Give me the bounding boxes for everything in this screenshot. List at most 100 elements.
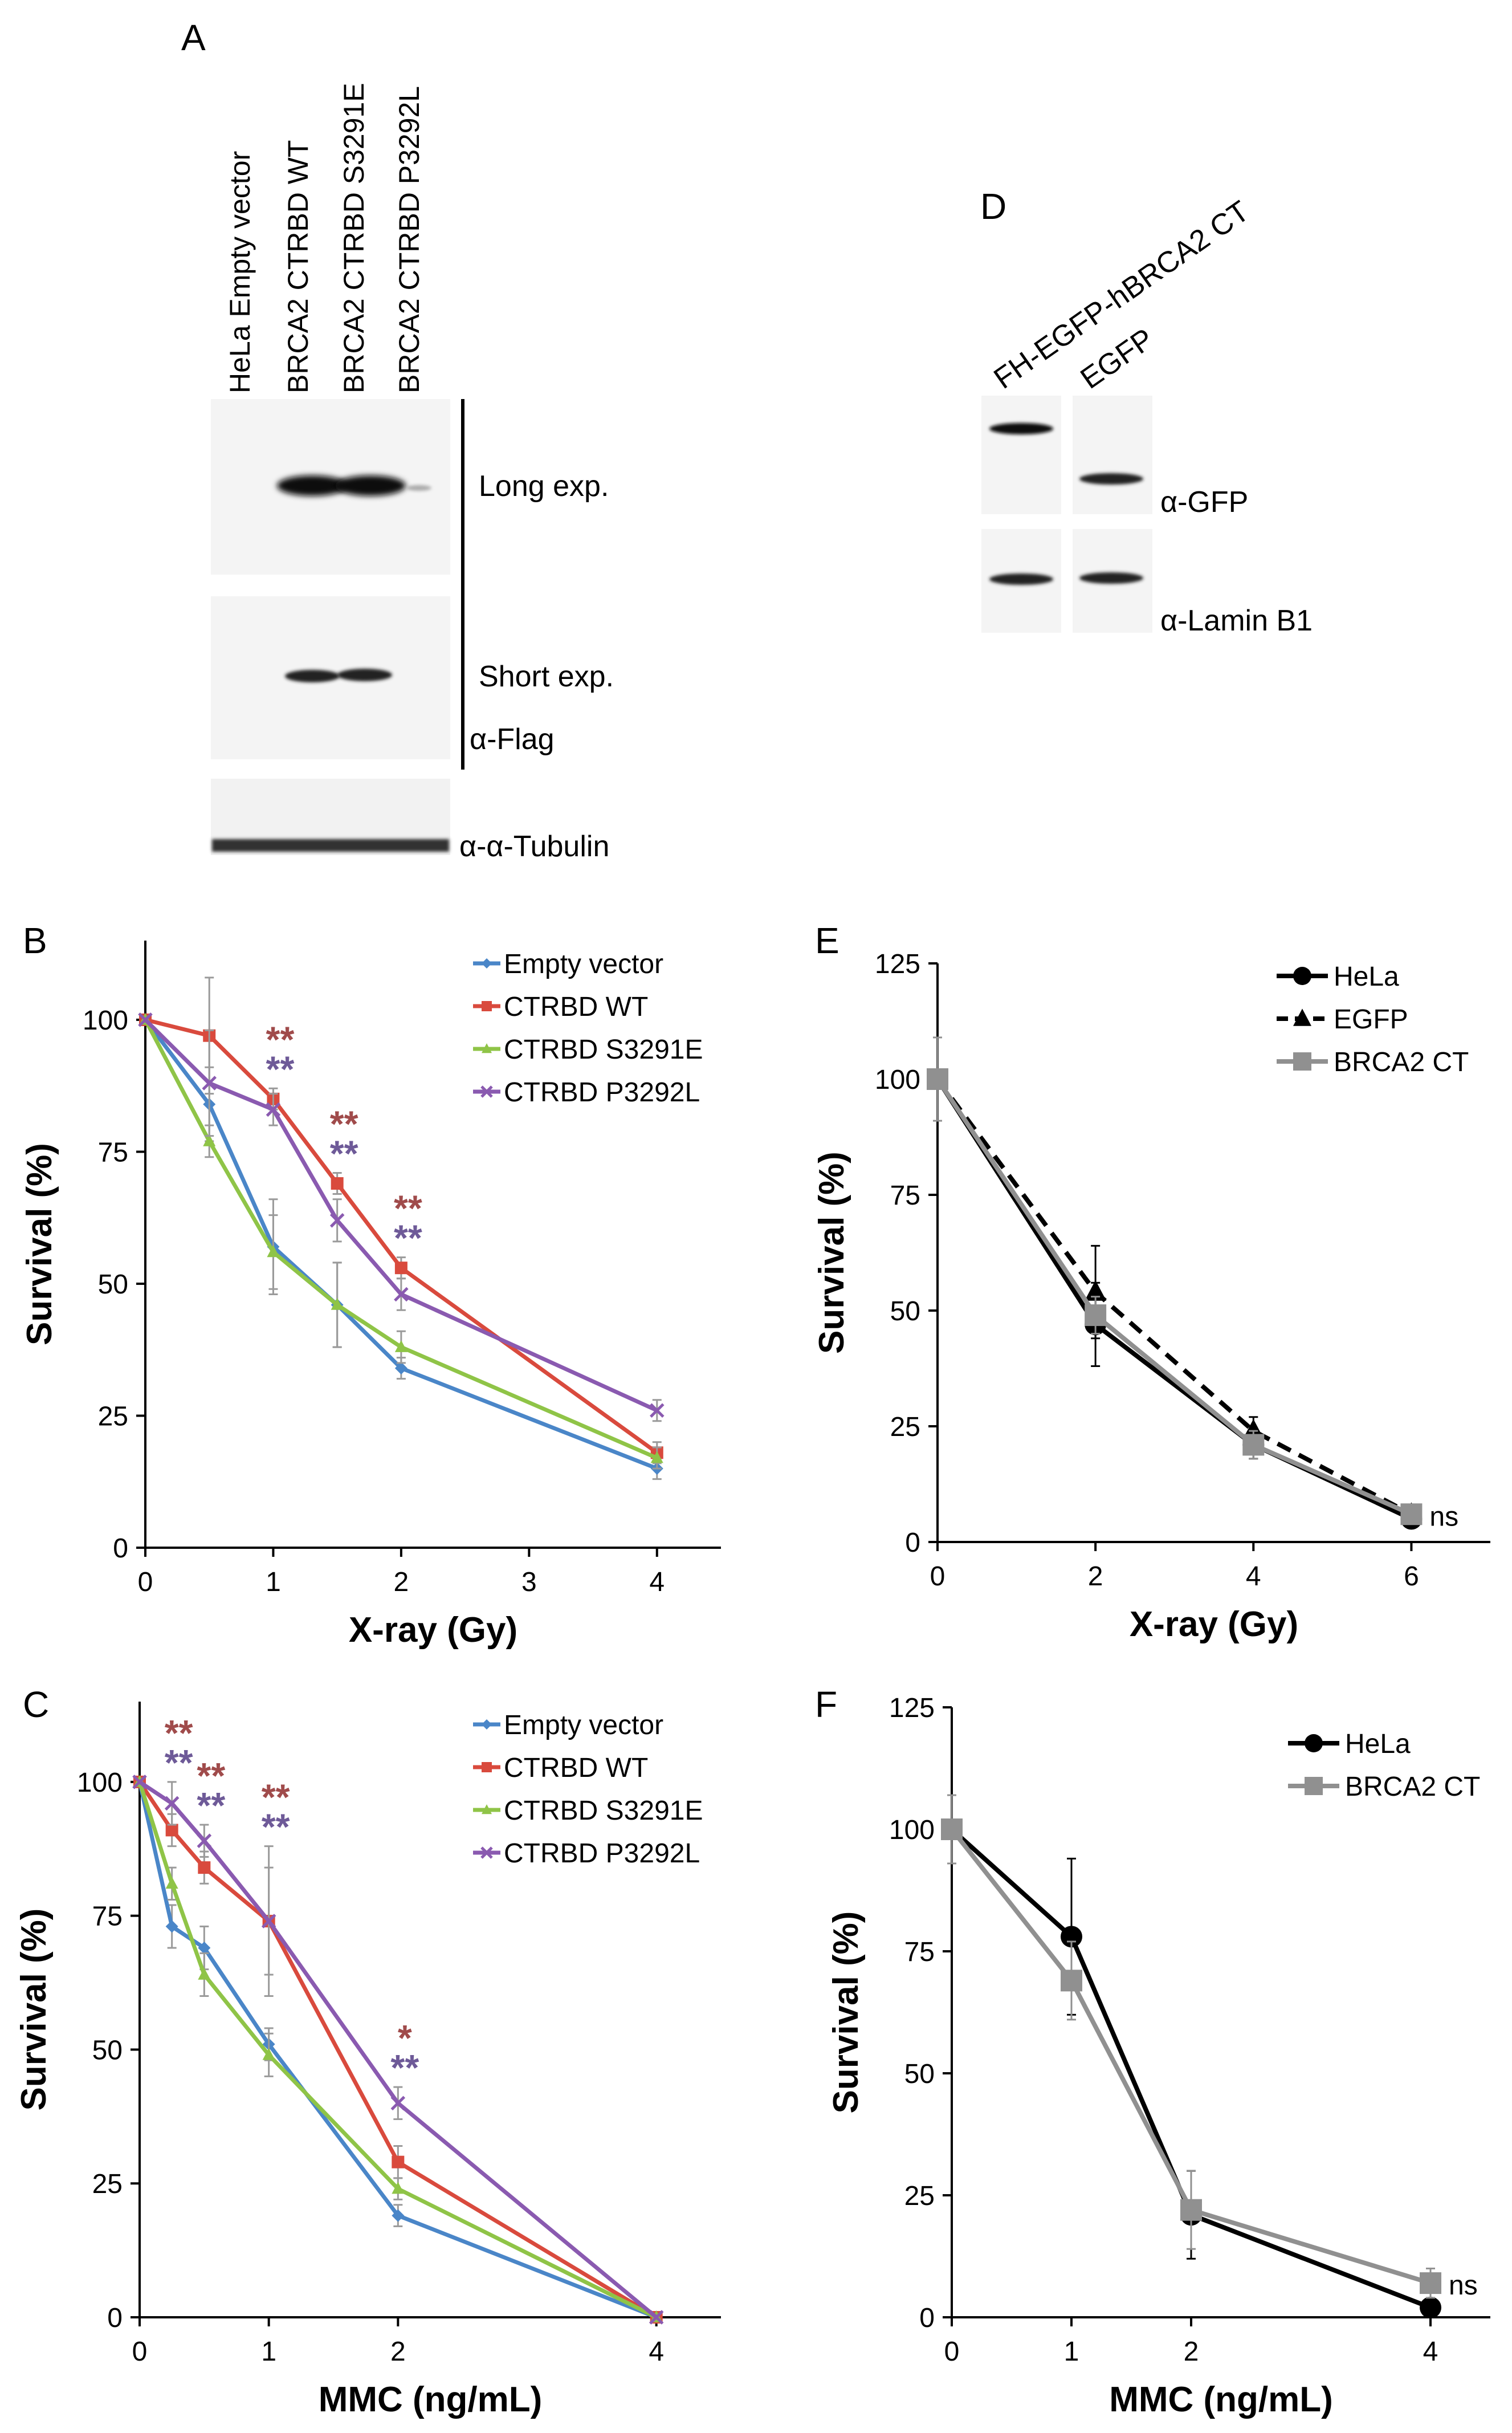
band-long-s3291e [335,475,406,496]
legend-marker [482,1043,492,1053]
band-label-gfp: α-GFP [1160,486,1248,519]
legend-marker [482,958,492,969]
y-tick-label: 0 [107,2303,123,2333]
data-point [198,1967,211,1980]
series-line [935,1077,1413,1516]
y-tick-label: 0 [905,1528,920,1558]
y-tick-label: 125 [875,949,920,979]
x-axis-label: MMC (ng/mL) [1109,2380,1333,2419]
data-point [394,1262,407,1275]
legend-marker [480,1085,493,1098]
panel-label-a: A [181,17,206,58]
x-tick-label: 1 [261,2337,276,2367]
data-point [1085,1280,1107,1301]
x-tick-label: 6 [1404,1561,1419,1592]
data-point [165,1877,178,1889]
band-gfp-brca2ct [989,423,1053,434]
significance-annotation: ** [266,1048,295,1089]
series-line [137,1781,658,2320]
series-empty-vector: Empty vector [133,1710,663,2324]
data-point [1420,2296,1441,2318]
data-point [650,1403,665,1418]
x-axis-label: MMC (ng/mL) [319,2380,543,2419]
chart-e-xray-survival: E 0 25 50 75 100 125 0 2 4 6 X-ray (Gy) Survival (%)… [812,920,1490,1644]
data-point [1420,2272,1441,2294]
data-point [165,1920,178,1933]
significance-annotation: ** [394,1188,422,1229]
x-axis-label: X-ray (Gy) [349,1610,517,1650]
lane-label-ctrbd-wt: BRCA2 CTRBD WT [282,140,314,393]
y-tick-label: 25 [890,1412,920,1442]
series-line [144,1018,658,1471]
y-tick-label: 25 [98,1401,128,1431]
data-point [649,2310,664,2325]
legend-marker [480,1846,493,1859]
data-point [331,1177,344,1190]
series-line [949,1828,1432,2285]
legend-label: BRCA2 CT [1345,1772,1480,1802]
series-ctrbd-s3291e: CTRBD S3291E [139,1012,703,1470]
data-point [1061,1970,1082,1992]
series-line [143,1019,658,1460]
data-point [650,1451,663,1463]
x-tick-label: 4 [1423,2337,1438,2367]
data-point [267,1245,280,1258]
x-tick-label: 2 [1184,2337,1199,2367]
data-point [261,1914,276,1929]
x-tick-label: 3 [521,1567,537,1597]
panel-label: B [23,920,47,961]
x-tick-label: 4 [649,1567,665,1597]
series-brca2-ct: BRCA2 CT [927,1036,1469,1525]
band-label-lamin: α-Lamin B1 [1160,604,1313,637]
x-tick-label: 0 [930,1561,945,1592]
series-line [935,1077,1413,1521]
band-label-short-exp: Short exp. [479,660,614,693]
blot-gfp-lane2 [1073,396,1152,514]
data-point [165,1824,178,1837]
data-point [1085,1304,1107,1327]
series-line [137,1781,657,2320]
legend-label: BRCA2 CT [1334,1047,1469,1077]
x-tick-label: 0 [132,2337,148,2367]
x-axis-label: X-ray (Gy) [1130,1605,1298,1644]
y-tick-label: 50 [92,2035,123,2065]
series-brca2-ct: BRCA2 CT [941,1772,1480,2299]
x-tick-label: 0 [138,1567,153,1597]
band-label-tubulin: α-α-Tubulin [459,830,609,863]
data-point [927,1068,948,1090]
y-axis-label: Survival (%) [14,1909,54,2111]
band-long-wt [277,475,348,496]
band-label-flag: α-Flag [470,723,555,756]
chart-b-xray-survival: B 0 25 50 75 100 0 1 2 3 4 X-ray (Gy) Survival (%) Em… [20,920,721,1650]
significance-annotation: ** [165,1742,193,1783]
band-tubulin [212,839,449,852]
lane-label-empty-vector: HeLa Empty vector [224,151,256,393]
x-tick-label: 1 [1064,2337,1079,2367]
x-tick-label: 4 [649,2337,664,2367]
data-point [394,1362,407,1375]
y-tick-label: 0 [113,1533,128,1564]
x-tick-label: 1 [266,1567,281,1597]
series-ctrbd-p3292l: CTRBD P3292L [132,1775,700,2325]
significance-annotation: ** [262,1777,290,1818]
series-line [144,1018,658,1413]
significance-annotation: ** [262,1807,290,1848]
legend-marker [482,1001,492,1011]
y-axis-label: Survival (%) [812,1152,851,1354]
band-gfp-egfp [1079,473,1143,485]
panel-label: E [815,920,839,961]
legend-marker [1293,1008,1311,1026]
legend-label: CTRBD S3291E [504,1035,703,1065]
data-point [138,1012,153,1027]
panel-label: F [815,1684,837,1725]
significance-annotation: ** [330,1133,358,1174]
panel-label-d: D [980,186,1006,227]
legend-label: CTRBD S3291E [504,1796,703,1826]
x-tick-label: 2 [394,1567,409,1597]
significance-annotation: ns [1449,2271,1478,2301]
data-point [132,1775,147,1789]
y-tick-label: 75 [890,1181,920,1211]
legend-marker [482,1804,492,1814]
series-ctrbd-p3292l: CTRBD P3292L [138,1012,700,1422]
significance-annotation: ** [266,1019,295,1060]
